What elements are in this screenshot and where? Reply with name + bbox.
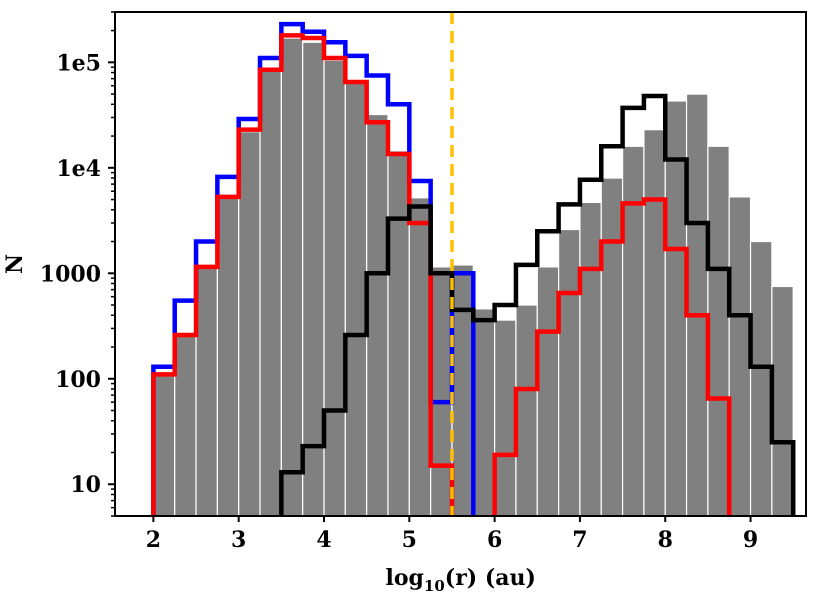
y-tick-label: 1e4 <box>56 156 101 182</box>
y-tick-label: 1e5 <box>56 50 101 76</box>
bar <box>323 59 346 517</box>
y-axis-ticks: 10 100 1000 1e4 1e5 <box>40 11 115 517</box>
bar <box>771 285 794 517</box>
bar <box>494 319 517 517</box>
bar <box>664 100 688 517</box>
bar <box>195 264 218 517</box>
x-tick-label: 8 <box>658 527 673 553</box>
x-tick-label: 5 <box>402 527 417 553</box>
bar <box>174 333 197 517</box>
bar <box>387 150 410 517</box>
bar <box>280 37 304 517</box>
x-tick-label: 6 <box>487 527 502 553</box>
plot-frame <box>114 11 807 517</box>
x-tick-label: 4 <box>316 527 331 553</box>
bar <box>749 240 773 517</box>
bar <box>515 304 538 517</box>
bar <box>600 177 624 517</box>
x-axis-ticks: 2 3 4 5 6 7 8 9 <box>146 516 758 553</box>
filled-bars <box>152 37 794 517</box>
step-line-000000 <box>279 93 796 516</box>
x-tick-label: 3 <box>231 527 246 553</box>
bar <box>643 129 666 517</box>
bar <box>259 70 282 517</box>
y-axis-label: N <box>2 254 28 274</box>
y-tick-label: 10 <box>70 472 101 498</box>
bar <box>728 196 752 517</box>
x-axis-label-subscript: 10 <box>424 577 445 595</box>
bar <box>707 145 730 517</box>
step-line-ff0000 <box>151 33 732 516</box>
bar <box>558 228 581 517</box>
x-axis-label-rest: (r) (au) <box>445 565 536 591</box>
bar <box>579 201 602 517</box>
x-axis-label-main: log <box>386 565 424 591</box>
x-tick-label: 2 <box>146 527 161 553</box>
bar <box>344 81 368 517</box>
bar <box>216 196 240 517</box>
bar <box>451 264 474 517</box>
bar <box>685 93 709 517</box>
step-line-0000ff <box>151 21 476 516</box>
bar <box>536 266 560 517</box>
bar <box>472 308 496 517</box>
bar <box>152 373 176 517</box>
bar <box>430 266 453 517</box>
x-tick-label: 9 <box>743 527 758 553</box>
bar <box>366 113 389 517</box>
y-tick-label: 1000 <box>40 261 101 287</box>
x-tick-label: 7 <box>572 527 587 553</box>
y-tick-label: 100 <box>55 367 101 393</box>
bar <box>408 197 432 517</box>
step-series <box>151 21 796 516</box>
x-axis-label: log10(r) (au) <box>386 565 536 595</box>
bar <box>238 131 261 517</box>
